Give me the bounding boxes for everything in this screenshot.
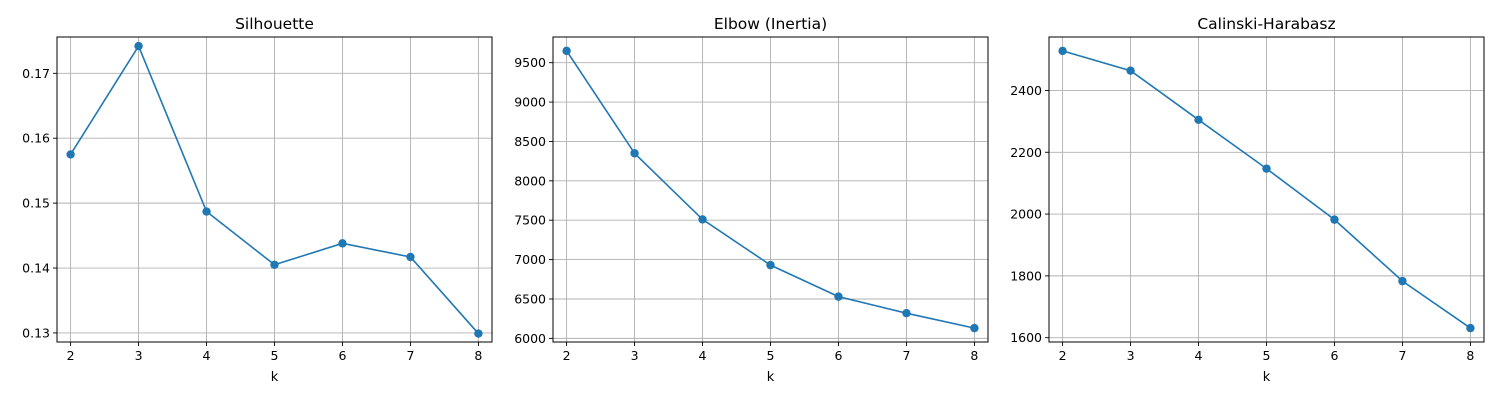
- y-tick-label: 7500: [514, 213, 546, 228]
- data-point: [698, 215, 707, 224]
- data-point: [1398, 276, 1407, 286]
- data-point: [270, 260, 279, 269]
- x-axis-label: k: [271, 370, 279, 385]
- x-tick-label: 8: [970, 348, 978, 363]
- x-tick-label: 6: [1330, 348, 1338, 363]
- data-point: [66, 150, 75, 159]
- data-point: [1126, 66, 1135, 75]
- y-tick-label: 0.13: [22, 325, 50, 340]
- data-point: [1194, 115, 1203, 125]
- x-tick-label: 5: [271, 348, 279, 363]
- x-tick-label: 6: [834, 348, 842, 363]
- data-point: [134, 41, 143, 51]
- x-tick-label: 7: [902, 348, 910, 363]
- chart-panel-3: 2 3 4 5 6 7 8 1600 1800 2000 2200 2400 Calinski-Hara…: [1010, 15, 1485, 385]
- x-tick-label: 5: [767, 348, 775, 363]
- y-tick-label: 2200: [1010, 145, 1042, 160]
- x-tick-label: 4: [1195, 348, 1203, 363]
- chart-title: Elbow (Inertia): [714, 15, 827, 33]
- data-point: [834, 292, 843, 301]
- x-tick-label: 2: [67, 348, 75, 363]
- data-point: [902, 308, 911, 318]
- y-tick-label: 0.14: [22, 261, 50, 276]
- y-tick-label: 1600: [1010, 330, 1042, 345]
- data-point: [630, 149, 639, 158]
- x-tick-label: 3: [135, 348, 143, 363]
- x-tick-label: 7: [406, 348, 414, 363]
- x-tick-label: 8: [1466, 348, 1474, 363]
- x-tick-label: 3: [631, 348, 639, 363]
- x-tick-label: 3: [1127, 348, 1135, 363]
- data-point: [1058, 46, 1067, 56]
- data-point: [1466, 323, 1475, 333]
- y-tick-label: 0.17: [22, 66, 50, 81]
- data-point: [562, 46, 571, 56]
- x-tick-label: 6: [338, 348, 346, 363]
- data-point: [766, 260, 775, 270]
- chart-title: Silhouette: [235, 15, 314, 33]
- y-tick-label: 1800: [1010, 268, 1042, 283]
- data-point: [406, 252, 415, 262]
- y-tick-label: 0.15: [22, 196, 50, 211]
- y-tick-label: 8500: [514, 134, 546, 149]
- y-tick-label: 2000: [1010, 207, 1042, 222]
- x-tick-label: 2: [1059, 348, 1067, 363]
- data-point: [338, 239, 347, 248]
- y-tick-label: 7000: [514, 252, 546, 267]
- data-point: [970, 323, 979, 333]
- chart-title: Calinski-Harabasz: [1197, 15, 1335, 33]
- y-tick-label: 9500: [514, 55, 546, 70]
- chart-panel-2: 2 3 4 5 6 7 8 6000 6500 7000 7500 8000 8500 9000 9500 E…: [514, 15, 989, 385]
- data-point: [202, 207, 211, 216]
- x-tick-label: 4: [699, 348, 707, 363]
- y-tick-label: 2400: [1010, 83, 1042, 98]
- x-tick-label: 8: [474, 348, 482, 363]
- x-tick-label: 4: [203, 348, 211, 363]
- x-tick-label: 7: [1398, 348, 1406, 363]
- x-axis-label: k: [1263, 370, 1271, 385]
- y-tick-label: 0.16: [22, 131, 50, 146]
- data-point: [1330, 215, 1339, 224]
- y-tick-label: 9000: [514, 95, 546, 110]
- x-axis-label: k: [767, 370, 775, 385]
- x-tick-label: 5: [1263, 348, 1271, 363]
- x-tick-label: 2: [563, 348, 571, 363]
- data-point: [1262, 164, 1271, 173]
- chart-panel-1: 2 3 4 5 6 7 8 0.13 0.14 0.15 0.16 0.17 Silhouette k: [22, 15, 493, 385]
- data-point: [474, 329, 483, 338]
- y-tick-label: 6000: [514, 331, 546, 346]
- y-tick-label: 6500: [514, 291, 546, 306]
- y-tick-label: 8000: [514, 173, 546, 188]
